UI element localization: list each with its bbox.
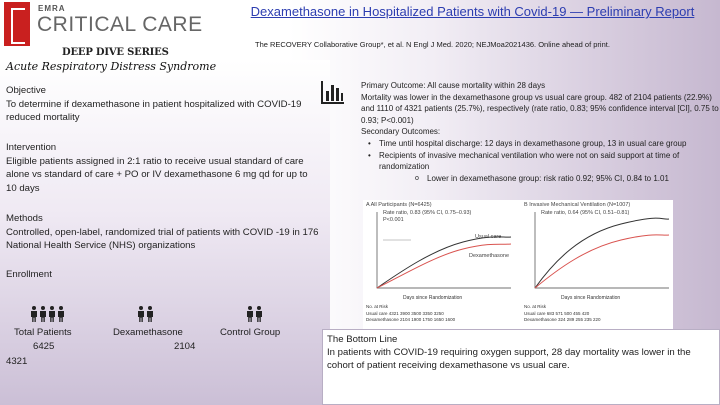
panel-a-series-dexa: Dexamethasone — [469, 253, 510, 259]
methods-section: Methods Controlled, open-label, randomiz… — [6, 212, 321, 253]
panel-b-xlabel: Days since Randomization — [561, 295, 621, 301]
secondary-outcomes-list: Time until hospital discharge: 12 days i… — [361, 138, 719, 173]
methods-text: Controlled, open-label, randomized trial… — [6, 226, 319, 252]
intervention-heading: Intervention — [6, 142, 57, 153]
panel-b-risk-table: No. at Risk Usual care 683 571 500 455 4… — [524, 304, 601, 322]
series-title: DEEP DIVE SERIES — [62, 47, 169, 58]
list-item: Recipients of invasive mechanical ventil… — [368, 150, 719, 173]
topic-subtitle: Acute Respiratory Distress Syndrome — [6, 60, 217, 73]
bottom-line-heading: The Bottom Line — [327, 334, 398, 345]
article-title[interactable]: Dexamethasone in Hospitalized Patients w… — [250, 4, 695, 19]
dexamethasone-count: 2104 — [174, 341, 196, 352]
methods-heading: Methods — [6, 213, 43, 224]
objective-heading: Objective — [6, 85, 46, 96]
panel-a-risk-table: No. at Risk Usual care 4321 3900 3500 33… — [366, 304, 456, 322]
bottom-line-text: In patients with COVID-19 requiring oxyg… — [327, 347, 691, 371]
background-fade — [0, 60, 330, 405]
kaplan-meier-figure: A All Participants (N=6425) Rate ratio, … — [363, 200, 673, 330]
bar-chart-icon — [321, 81, 344, 104]
emra-critical-care-logo: EMRA CRITICAL CARE — [4, 2, 202, 47]
panel-a-p-value: P<0.001 — [383, 217, 404, 223]
dexamethasone-label: Dexamethasone — [113, 327, 183, 338]
emra-emblem-icon — [4, 2, 30, 46]
total-patients-count: 6425 — [33, 341, 55, 352]
outcomes-section: Primary Outcome: All cause mortality wit… — [361, 80, 719, 184]
objective-section: Objective To determine if dexamethasone … — [6, 84, 306, 125]
intervention-text: Eligible patients assigned in 2:1 ratio … — [6, 155, 308, 194]
panel-b-plot — [534, 212, 670, 289]
figure-panel-a: A All Participants (N=6425) Rate ratio, … — [363, 200, 515, 330]
control-group-label: Control Group — [220, 327, 281, 338]
primary-outcome-detail: Mortality was lower in the dexamethasone… — [361, 92, 719, 125]
control-group-count: 4321 — [6, 356, 28, 367]
panel-b-rate-ratio: Rate ratio, 0.64 (95% CI, 0.51–0.81) — [541, 210, 630, 216]
panel-b-label: B Invasive Mechanical Ventilation (N=100… — [524, 202, 631, 208]
control-group-icon — [246, 306, 263, 323]
list-item: Time until hospital discharge: 12 days i… — [368, 138, 719, 150]
primary-outcome: Primary Outcome: All cause mortality wit… — [361, 81, 546, 90]
total-patients-icon — [30, 306, 65, 323]
dexamethasone-group-icon — [137, 306, 154, 323]
enrollment-heading: Enrollment — [6, 269, 52, 280]
bottom-line-box: The Bottom Line In patients with COVID-1… — [322, 329, 720, 405]
figure-panel-b: B Invasive Mechanical Ventilation (N=100… — [521, 200, 673, 330]
sub-list-item: Lower in dexamethasone group: risk ratio… — [361, 173, 719, 185]
panel-a-plot — [376, 212, 512, 289]
intervention-section: Intervention Eligible patients assigned … — [6, 141, 316, 195]
panel-a-xlabel: Days since Randomization — [403, 295, 463, 301]
objective-text: To determine if dexamethasone in patient… — [6, 98, 302, 124]
panel-a-series-usual: Usual care — [475, 234, 502, 240]
panel-a-label: A All Participants (N=6425) — [366, 202, 432, 208]
total-patients-label: Total Patients — [14, 327, 72, 338]
panel-a-rate-ratio: Rate ratio, 0.83 (95% CI, 0.75–0.93) — [383, 210, 472, 216]
citation: The RECOVERY Collaborative Group*, et al… — [255, 40, 610, 49]
secondary-outcomes-heading: Secondary Outcomes: — [361, 127, 441, 137]
logo-org: EMRA — [38, 4, 66, 13]
logo-name: CRITICAL CARE — [37, 13, 203, 36]
